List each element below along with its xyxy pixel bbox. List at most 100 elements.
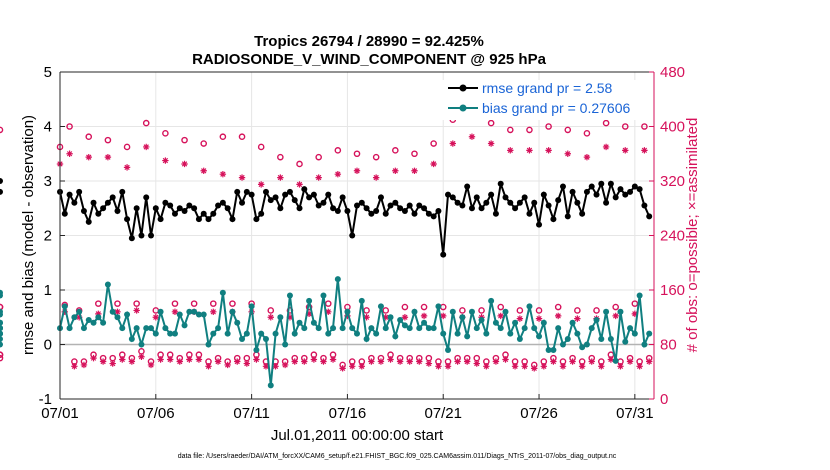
obs-possible-point (133, 300, 140, 307)
rmse-point (536, 221, 543, 228)
rmse-point (622, 191, 629, 198)
obs-assimilated-point (123, 164, 131, 171)
bias-point (646, 330, 653, 337)
bias-point (492, 319, 499, 326)
bias-point (138, 341, 145, 348)
obs-assimilated-point (420, 312, 428, 320)
rmse-point (296, 205, 303, 212)
rmse-point (358, 199, 365, 206)
obs-assimilated-point (71, 363, 78, 370)
obs-assimilated-point (598, 363, 605, 370)
rmse-point (171, 210, 178, 217)
obs-possible-point (459, 307, 466, 314)
bias-point (239, 336, 246, 343)
obs-possible-point (641, 123, 648, 130)
rmse-point (167, 202, 174, 209)
obs-assimilated-point (186, 356, 193, 363)
obs-assimilated-point (109, 360, 116, 367)
bias-point (119, 325, 126, 332)
bias-point (425, 325, 432, 332)
obs-possible-point (353, 150, 361, 158)
bias-point (0, 330, 3, 337)
rmse-point (454, 199, 461, 206)
obs-assimilated-point (578, 363, 586, 370)
bias-point (459, 314, 466, 321)
bias-point (229, 308, 236, 315)
obs-possible-point (602, 119, 610, 127)
obs-possible-point (171, 300, 179, 307)
obs-assimilated-point (329, 356, 337, 363)
obs-possible-point (219, 133, 227, 141)
bias-point (0, 311, 3, 318)
bias-point (205, 341, 212, 348)
bias-point (502, 308, 509, 315)
obs-assimilated-point (583, 153, 591, 161)
rmse-point (607, 180, 614, 187)
legend-box (440, 80, 652, 120)
obs-assimilated-point (473, 360, 480, 367)
rmse-point (219, 199, 226, 206)
obs-assimilated-point (430, 160, 437, 168)
bias-point (195, 311, 202, 318)
rmse-point (579, 210, 586, 217)
obs-assimilated-point (612, 312, 619, 320)
bias-point (339, 325, 346, 332)
obs-assimilated-point (569, 358, 576, 365)
bias-point (258, 330, 265, 337)
bias-point (253, 346, 260, 353)
rmse-point (176, 205, 183, 212)
bias-point (277, 314, 284, 321)
obs-assimilated-point (396, 358, 404, 365)
bias-point (440, 330, 447, 337)
obs-assimilated-point (61, 308, 68, 315)
obs-assimilated-point (449, 140, 457, 147)
y-tick-label: 4 (44, 119, 52, 136)
rmse-point (440, 251, 447, 258)
bias-point (612, 357, 619, 364)
rmse-point (114, 207, 121, 214)
rmse-point (195, 216, 202, 223)
obs-possible-point (296, 160, 303, 168)
obs-assimilated-point (463, 358, 471, 365)
obs-assimilated-point (171, 308, 179, 315)
bias-point (569, 319, 576, 326)
bias-point (167, 330, 174, 337)
obs-assimilated-point (617, 363, 624, 370)
bias-point (392, 333, 399, 340)
rmse-point (310, 191, 317, 198)
rmse-point (512, 205, 519, 212)
obs-possible-point (411, 150, 418, 158)
rmse-point (128, 235, 135, 242)
obs-assimilated-point (468, 133, 476, 140)
obs-assimilated-point (85, 153, 92, 161)
obs-possible-point (200, 140, 208, 147)
legend-rmse-label: rmse grand pr = 2.58 (482, 80, 613, 96)
y2-tick-label: 160 (660, 282, 685, 299)
obs-assimilated-point (315, 174, 322, 181)
obs-possible-point (66, 123, 73, 130)
obs-assimilated-point (392, 167, 399, 174)
rmse-point (200, 210, 207, 217)
legend-bias-marker (459, 104, 467, 112)
bias-point (262, 336, 269, 343)
bias-point (636, 292, 643, 299)
bias-point (387, 314, 394, 321)
obs-assimilated-point (440, 312, 447, 320)
legend-rmse-marker (459, 84, 467, 92)
obs-possible-point (564, 126, 572, 134)
bias-point (133, 325, 140, 332)
obs-assimilated-point (238, 174, 246, 181)
obs-assimilated-point (219, 170, 227, 178)
obs-assimilated-point (277, 174, 284, 181)
rmse-point (382, 210, 389, 217)
obs-possible-point (583, 130, 591, 137)
rmse-point (401, 207, 408, 214)
bias-point (186, 308, 193, 315)
rmse-point (133, 205, 140, 212)
obs-assimilated-point (602, 143, 610, 151)
bias-point (464, 333, 471, 340)
bias-point (286, 292, 293, 299)
obs-assimilated-point (353, 167, 361, 174)
obs-possible-point (142, 119, 150, 127)
rmse-point (488, 191, 495, 198)
